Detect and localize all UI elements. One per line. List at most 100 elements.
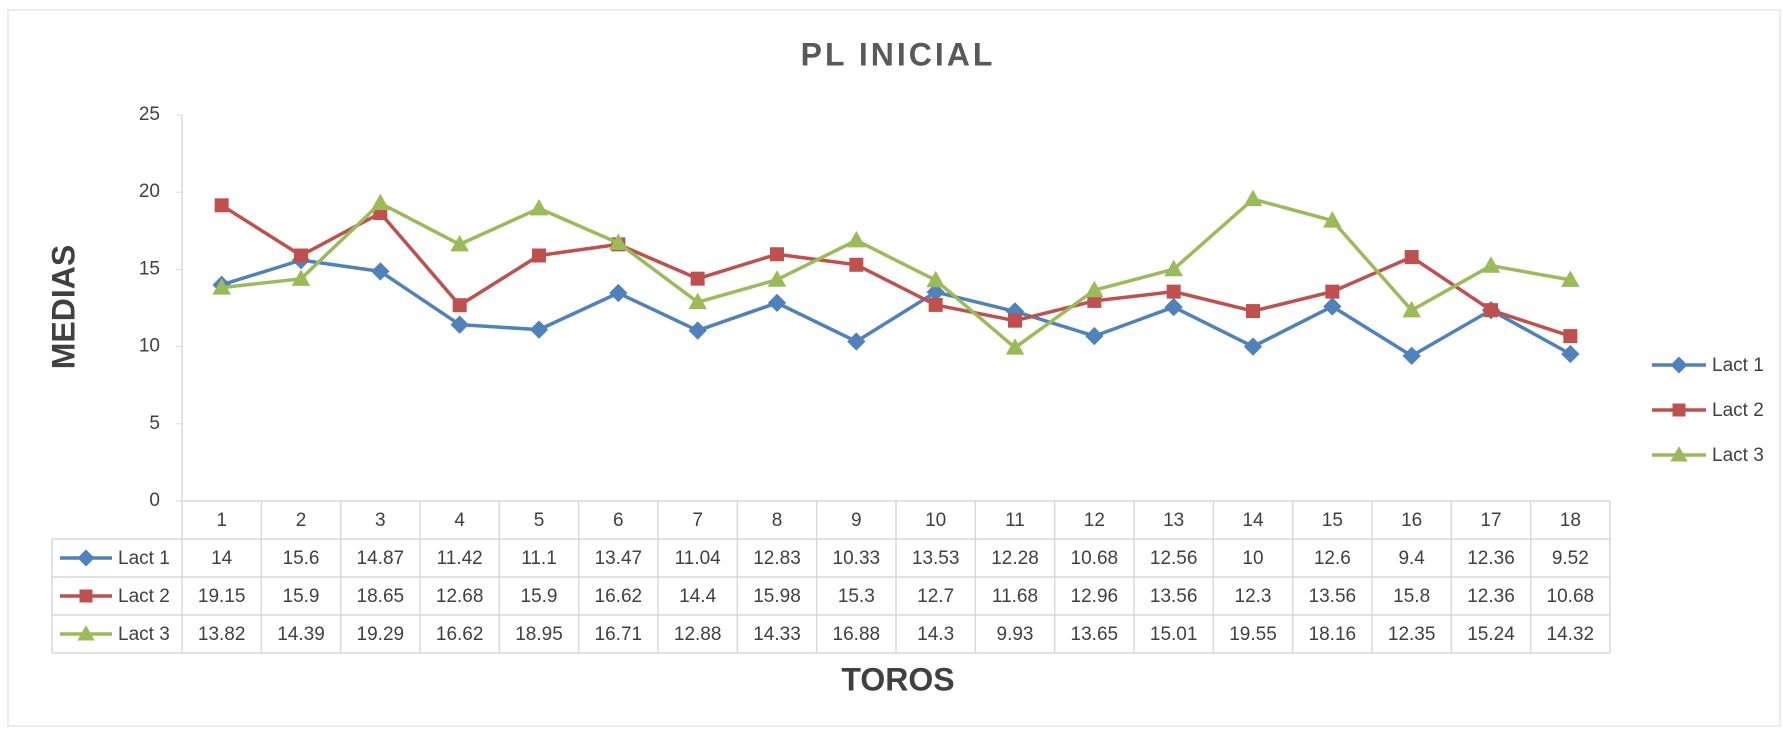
y-tick-label: 20 [139,181,160,202]
y-tick-label: 0 [149,490,160,511]
data-point [1164,259,1183,277]
table-cell: 11.42 [437,548,483,569]
x-tick-label: 9 [851,510,862,531]
data-point [688,321,707,340]
data-point [688,292,707,310]
table-cell: 12.36 [1467,586,1515,607]
table-cell: 12.36 [1467,548,1515,569]
table-cell: 12.6 [1314,548,1351,569]
data-point [1402,300,1421,318]
table-cell: 10.33 [833,548,881,569]
table-cell: 14.32 [1547,624,1595,645]
data-point [847,230,866,248]
data-point [1561,344,1580,364]
x-tick-label: 12 [1084,510,1105,531]
table-cell: 15.01 [1150,624,1198,645]
data-point [609,283,628,303]
table-cell: 16.71 [595,624,643,645]
y-tick-label: 15 [139,258,160,279]
data-point [770,247,784,262]
table-cell: 12.68 [436,586,484,607]
table-cell: 13.53 [912,548,960,569]
data-point [928,297,943,312]
table-legend-marker [79,589,93,603]
table-cell: 12.7 [917,586,954,607]
table-cell: 16.62 [595,586,643,607]
data-point [1402,346,1421,366]
x-tick-label: 14 [1242,510,1264,531]
data-point [1005,338,1025,355]
data-point [1481,256,1501,273]
table-cell: 15.24 [1467,624,1515,645]
table-cell: 19.55 [1229,624,1277,645]
table-cell: 10.68 [1547,586,1595,607]
data-point [767,270,787,287]
table-cell: 15.3 [838,586,875,607]
x-tick-label: 18 [1560,510,1581,531]
data-point [926,270,945,288]
data-point [371,193,390,211]
data-point [1561,270,1580,287]
data-point [1243,189,1263,207]
table-cell: 14.4 [679,586,716,607]
data-point [1085,326,1104,346]
data-point [214,198,229,213]
data-point [1404,250,1419,265]
data-point [291,269,311,286]
table-cell: 13.56 [1150,586,1198,607]
legend-marker [1670,356,1688,374]
table-cell: 15.9 [521,586,558,607]
table-cell: 13.56 [1309,586,1357,607]
table-cell: 12.56 [1150,548,1198,569]
table-cell: 14.3 [917,624,954,645]
y-tick-label: 5 [149,413,160,434]
table-cell: 19.15 [198,586,246,607]
data-point [1323,211,1342,228]
table-cell: 11.1 [521,548,557,569]
table-cell: 14.87 [357,548,405,569]
data-point [450,315,469,334]
data-point [450,234,469,252]
table-cell: 15.6 [283,548,320,569]
x-tick-label: 15 [1322,510,1343,531]
chart-title: PL INICIAL [801,36,996,72]
data-point [1325,284,1340,299]
x-tick-label: 3 [375,510,386,531]
x-tick-label: 1 [216,510,227,531]
table-cell: 15.98 [753,586,801,607]
table-cell: 9.4 [1398,548,1425,569]
table-cell: 14.33 [753,624,801,645]
table-legend-marker [77,625,95,641]
table-cell: 18.95 [515,624,563,645]
table-cell: 14.39 [277,624,325,645]
data-point [1246,304,1260,319]
table-row-label: Lact 2 [118,586,170,607]
y-tick-label: 10 [139,336,160,357]
table-row-label: Lact 3 [118,624,170,645]
data-point [1243,337,1263,356]
x-tick-label: 4 [454,510,465,531]
table-cell: 15.8 [1393,586,1430,607]
y-tick-label: 25 [139,104,160,125]
x-tick-label: 8 [772,510,783,531]
table-cell: 11.68 [992,586,1038,607]
table-cell: 12.3 [1235,586,1272,607]
data-point [1563,329,1578,344]
table-cell: 10 [1242,548,1263,569]
data-point [212,278,231,295]
legend-marker [1672,403,1686,417]
x-tick-label: 5 [534,510,545,531]
series-line [221,258,1572,358]
data-point [609,233,628,250]
table-cell: 19.29 [357,624,405,645]
legend-marker [1670,446,1688,462]
data-point [452,298,467,313]
x-axis-label: TOROS [841,661,954,697]
x-tick-label: 6 [613,510,624,531]
series-line [221,197,1571,350]
table-row-label: Lact 1 [118,548,170,569]
table-cell: 9.93 [997,624,1034,645]
data-point [1484,303,1498,318]
x-tick-label: 16 [1401,510,1422,531]
